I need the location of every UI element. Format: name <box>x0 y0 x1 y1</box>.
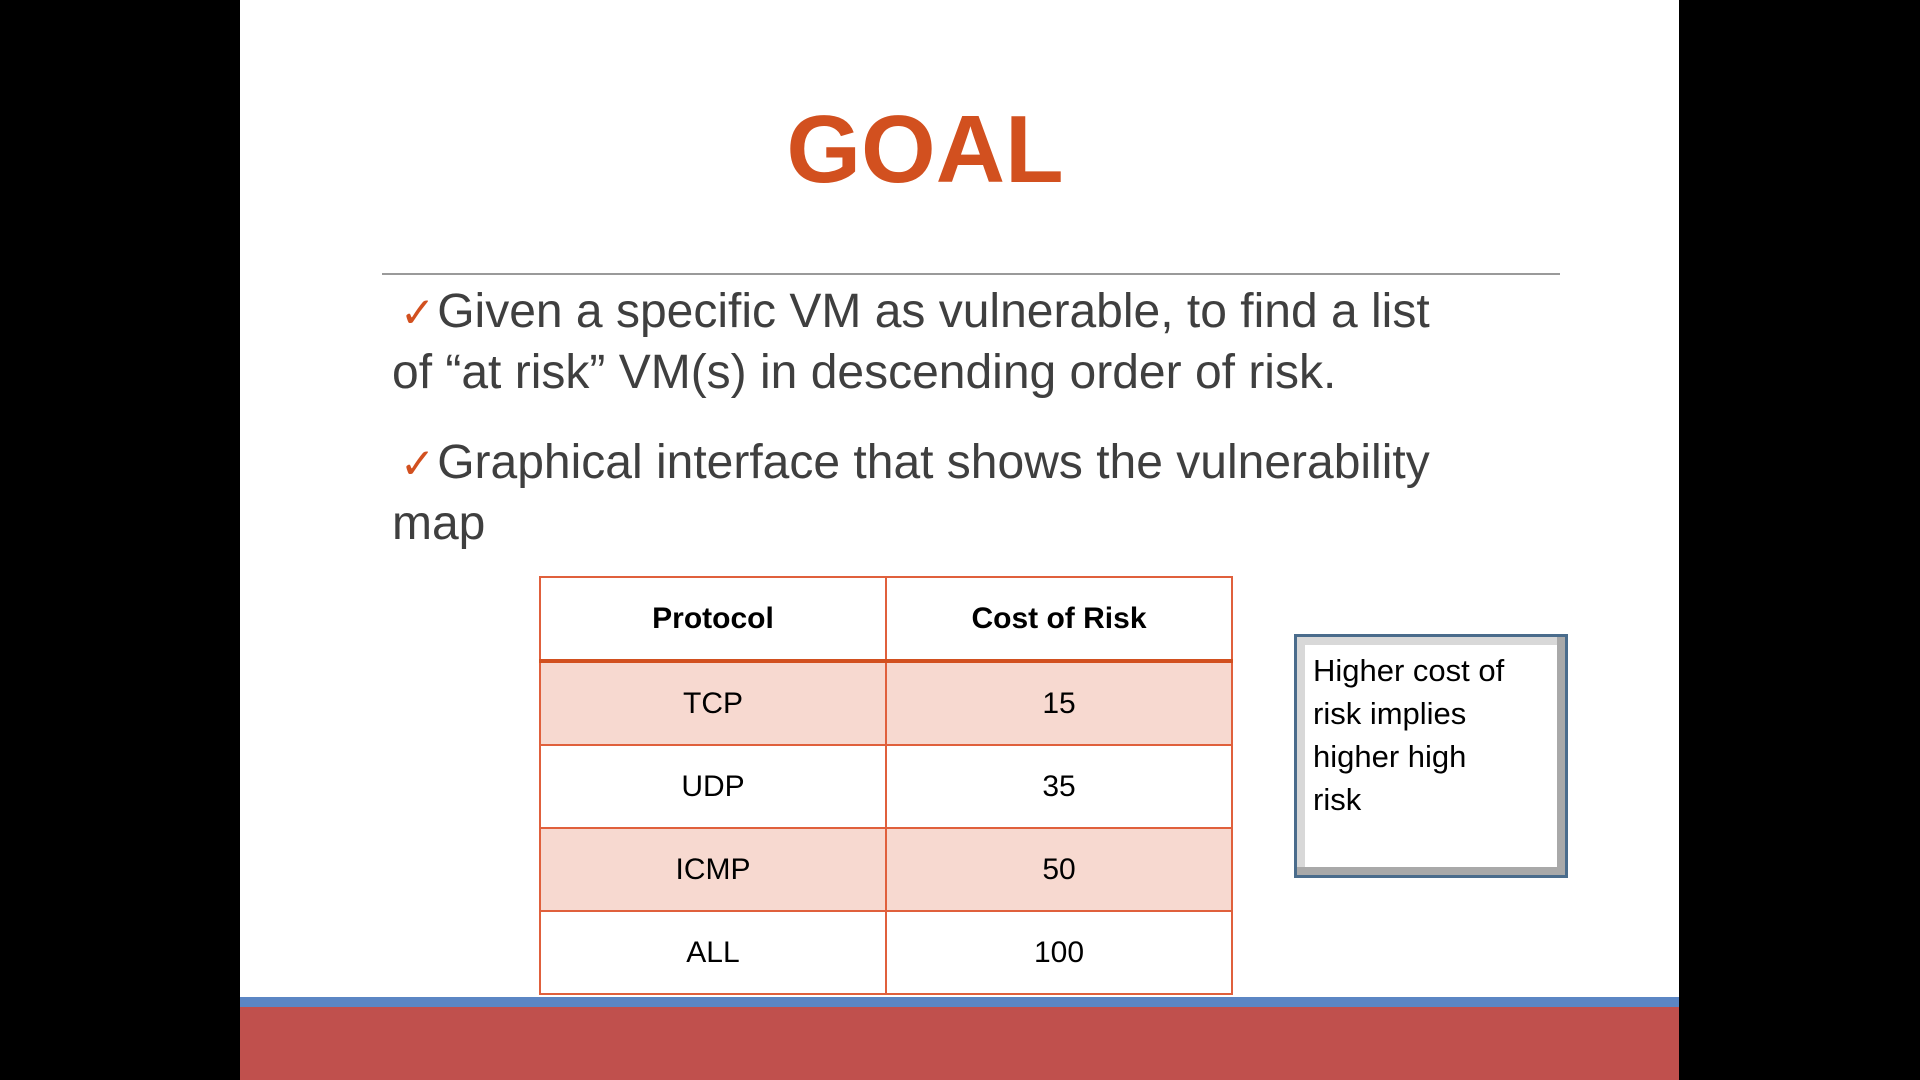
table-cell-protocol: ICMP <box>539 827 887 912</box>
bullet-list: ✓Given a specific VM as vulnerable, to f… <box>392 282 1542 584</box>
note-line: risk <box>1313 782 1362 817</box>
table-row: TCP 15 <box>539 660 1233 746</box>
note-box: Higher cost of risk implies higher high … <box>1294 634 1568 878</box>
risk-cost-table: Protocol Cost of Risk TCP 15 UDP 35 ICMP… <box>539 576 1233 995</box>
table-header-row: Protocol Cost of Risk <box>539 576 1233 663</box>
bullet-item: ✓Given a specific VM as vulnerable, to f… <box>392 282 1542 403</box>
table-cell-cost: 50 <box>885 827 1233 912</box>
slide: GOAL ✓Given a specific VM as vulnerable,… <box>240 0 1679 1080</box>
bullet-text-line: map <box>392 497 486 550</box>
bullet-text-line: Given a specific VM as vulnerable, to fi… <box>437 285 1430 338</box>
checkmark-icon: ✓ <box>400 289 436 336</box>
slide-title: GOAL <box>786 96 1064 203</box>
table-cell-cost: 100 <box>885 910 1233 995</box>
table-row: UDP 35 <box>539 744 1233 829</box>
table-cell-cost: 15 <box>885 660 1233 746</box>
footer-blue-band <box>240 997 1679 1007</box>
bullet-text-line: of “at risk” VM(s) in descending order o… <box>392 346 1337 399</box>
note-line: Higher cost of <box>1313 653 1505 688</box>
column-header-protocol: Protocol <box>539 576 887 663</box>
table-row: ALL 100 <box>539 910 1233 995</box>
table-cell-cost: 35 <box>885 744 1233 829</box>
bullet-text-line: Graphical interface that shows the vulne… <box>437 436 1430 489</box>
table-cell-protocol: ALL <box>539 910 887 995</box>
table-cell-protocol: TCP <box>539 660 887 746</box>
table-row: ICMP 50 <box>539 827 1233 912</box>
note-text: Higher cost of risk implies higher high … <box>1313 649 1551 821</box>
note-line: higher high <box>1313 739 1467 774</box>
title-divider <box>382 273 1560 275</box>
footer-red-band <box>240 1007 1679 1080</box>
column-header-cost-of-risk: Cost of Risk <box>885 576 1233 663</box>
bullet-item: ✓Graphical interface that shows the vuln… <box>392 433 1542 554</box>
table-cell-protocol: UDP <box>539 744 887 829</box>
checkmark-icon: ✓ <box>400 440 436 487</box>
note-line: risk implies <box>1313 696 1467 731</box>
